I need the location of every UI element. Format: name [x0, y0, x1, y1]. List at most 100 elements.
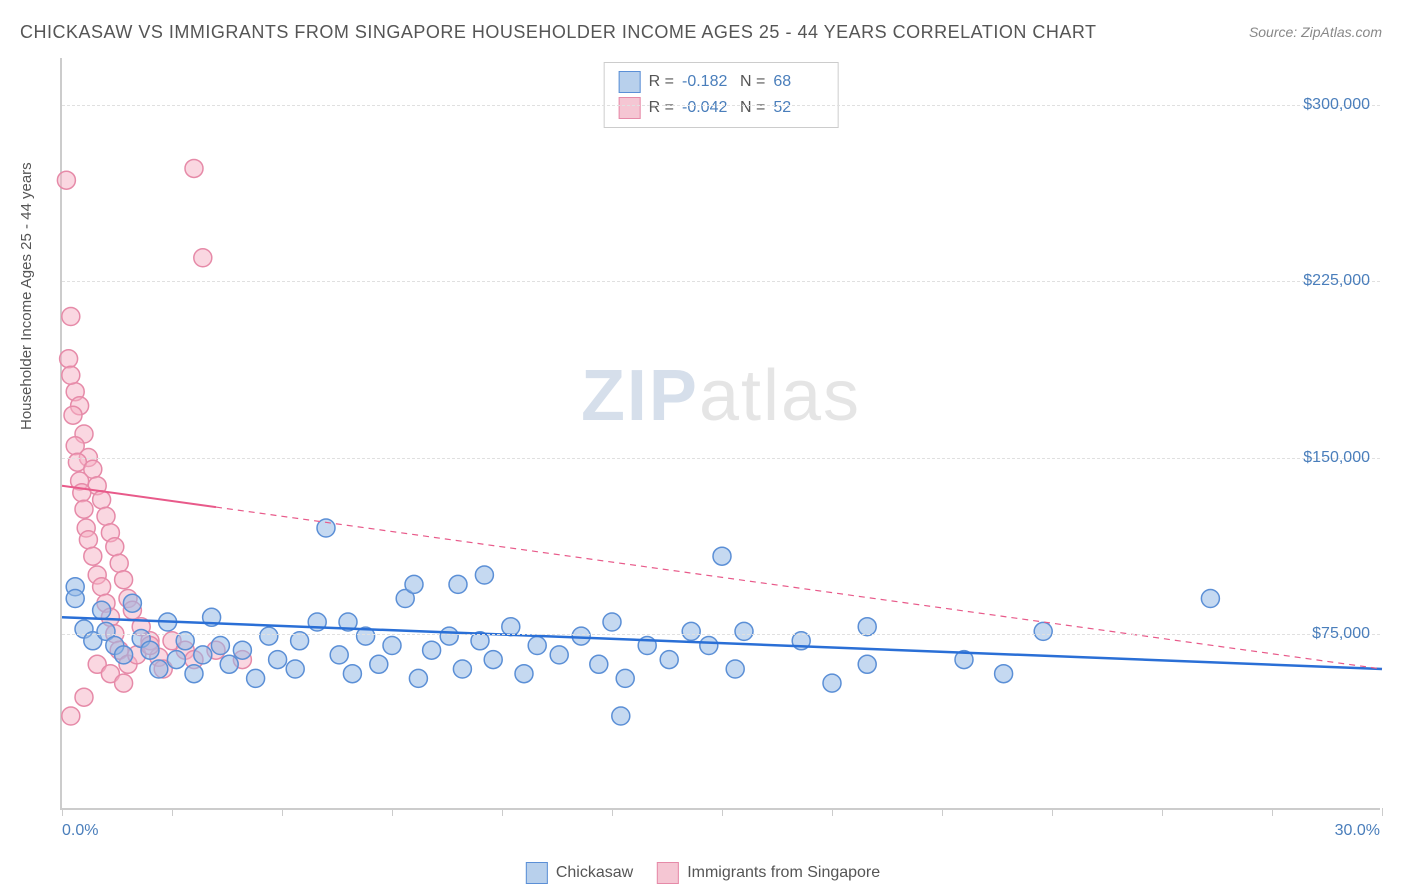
scatter-point: [57, 171, 75, 189]
scatter-point: [84, 547, 102, 565]
scatter-point: [62, 366, 80, 384]
scatter-point: [194, 249, 212, 267]
scatter-point: [515, 665, 533, 683]
scatter-point: [735, 622, 753, 640]
scatter-point: [286, 660, 304, 678]
scatter-point: [682, 622, 700, 640]
scatter-point: [858, 655, 876, 673]
legend-item-label: Immigrants from Singapore: [687, 864, 880, 882]
plot-area: ZIPatlas R = -0.182 N = 68 R = -0.042 N …: [60, 58, 1380, 810]
scatter-point: [453, 660, 471, 678]
scatter-point: [93, 601, 111, 619]
x-tick: [722, 808, 723, 816]
scatter-point: [167, 651, 185, 669]
scatter-point: [60, 350, 78, 368]
scatter-point: [370, 655, 388, 673]
scatter-point: [423, 641, 441, 659]
y-tick-label: $225,000: [1303, 272, 1370, 290]
gridline: [62, 458, 1380, 459]
scatter-point: [603, 613, 621, 631]
scatter-point: [269, 651, 287, 669]
scatter-point: [97, 507, 115, 525]
gridline: [62, 634, 1380, 635]
legend-item: Chickasaw: [526, 862, 633, 884]
y-axis-label: Householder Income Ages 25 - 44 years: [18, 162, 35, 430]
scatter-point: [713, 547, 731, 565]
scatter-point: [64, 406, 82, 424]
scatter-point: [1201, 590, 1219, 608]
x-tick: [1272, 808, 1273, 816]
scatter-point: [75, 688, 93, 706]
scatter-point: [700, 637, 718, 655]
scatter-point: [93, 578, 111, 596]
swatch-icon: [657, 862, 679, 884]
scatter-point: [330, 646, 348, 664]
x-axis-label: 30.0%: [1335, 822, 1380, 840]
y-tick-label: $150,000: [1303, 449, 1370, 467]
swatch-icon: [526, 862, 548, 884]
scatter-point: [260, 627, 278, 645]
scatter-point: [726, 660, 744, 678]
source-label: Source: ZipAtlas.com: [1249, 24, 1382, 40]
scatter-point: [211, 637, 229, 655]
scatter-point: [616, 669, 634, 687]
scatter-point: [612, 707, 630, 725]
scatter-point: [405, 575, 423, 593]
gridline: [62, 281, 1380, 282]
scatter-point: [1034, 622, 1052, 640]
scatter-point: [475, 566, 493, 584]
x-tick: [1162, 808, 1163, 816]
x-tick: [502, 808, 503, 816]
scatter-point: [233, 641, 251, 659]
scatter-point: [528, 637, 546, 655]
trend-line: [62, 617, 1382, 669]
x-tick: [1052, 808, 1053, 816]
scatter-point: [185, 665, 203, 683]
y-tick-label: $75,000: [1312, 625, 1370, 643]
x-tick: [612, 808, 613, 816]
scatter-point: [73, 484, 91, 502]
x-tick: [832, 808, 833, 816]
scatter-point: [383, 637, 401, 655]
scatter-point: [62, 308, 80, 326]
gridline: [62, 105, 1380, 106]
scatter-point: [75, 500, 93, 518]
scatter-point: [995, 665, 1013, 683]
legend-item-label: Chickasaw: [556, 864, 633, 882]
scatter-point: [484, 651, 502, 669]
scatter-point: [449, 575, 467, 593]
scatter-point: [590, 655, 608, 673]
scatter-point: [440, 627, 458, 645]
scatter-point: [660, 651, 678, 669]
scatter-point: [572, 627, 590, 645]
scatter-point: [823, 674, 841, 692]
scatter-point: [123, 594, 141, 612]
scatter-point: [115, 571, 133, 589]
x-tick: [392, 808, 393, 816]
scatter-point: [343, 665, 361, 683]
scatter-point: [550, 646, 568, 664]
scatter-point: [194, 646, 212, 664]
scatter-point: [185, 159, 203, 177]
scatter-point: [247, 669, 265, 687]
scatter-svg: [62, 58, 1380, 808]
scatter-point: [115, 674, 133, 692]
scatter-point: [66, 590, 84, 608]
scatter-point: [220, 655, 238, 673]
scatter-point: [79, 531, 97, 549]
legend-item: Immigrants from Singapore: [657, 862, 880, 884]
scatter-point: [110, 554, 128, 572]
chart-title: CHICKASAW VS IMMIGRANTS FROM SINGAPORE H…: [20, 22, 1097, 43]
x-tick: [172, 808, 173, 816]
x-tick: [942, 808, 943, 816]
scatter-point: [409, 669, 427, 687]
scatter-point: [150, 660, 168, 678]
x-tick: [62, 808, 63, 816]
x-axis-label: 0.0%: [62, 822, 98, 840]
scatter-point: [141, 641, 159, 659]
x-tick: [282, 808, 283, 816]
legend-series: Chickasaw Immigrants from Singapore: [526, 862, 880, 884]
scatter-point: [62, 707, 80, 725]
scatter-point: [106, 538, 124, 556]
scatter-point: [115, 646, 133, 664]
